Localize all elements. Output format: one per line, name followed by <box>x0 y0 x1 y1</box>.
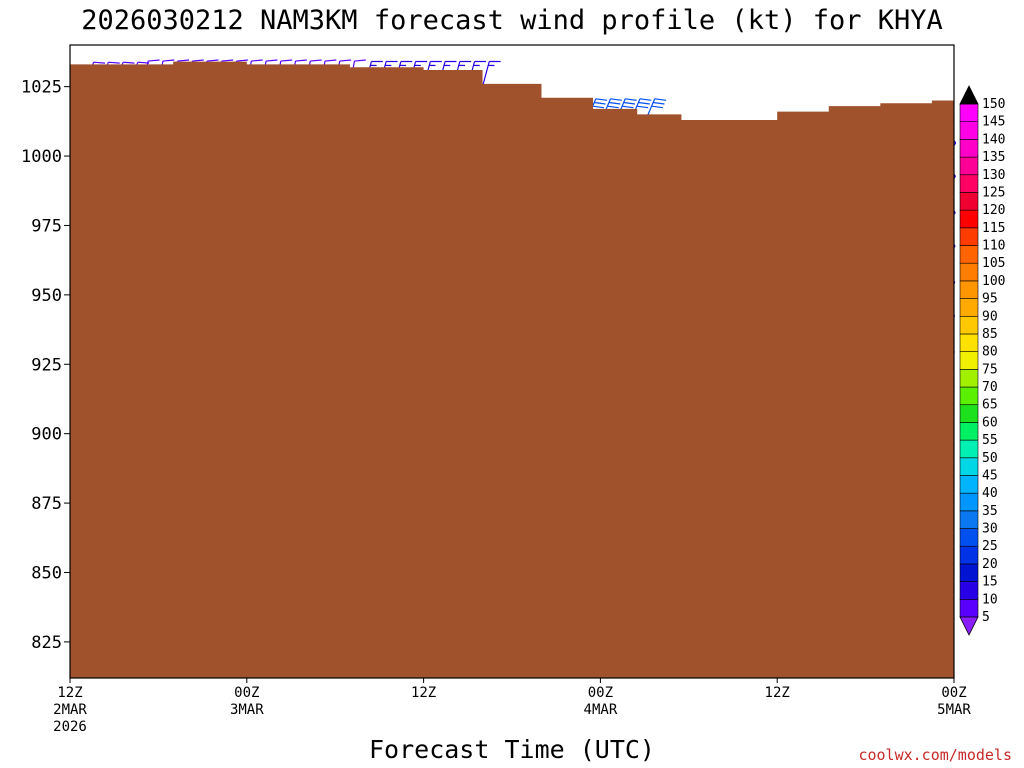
colorbar-max-arrow <box>959 85 979 105</box>
colorbar-swatch <box>959 528 979 547</box>
colorbar-label: 20 <box>982 557 998 572</box>
plot-frame <box>69 44 955 679</box>
colorbar-label: 105 <box>982 256 1005 271</box>
colorbar-swatch <box>959 280 979 299</box>
colorbar: 5 10 15 20 25 30 35 40 45 50 55 60 65 70 75 80 85 90 95 100… <box>959 85 1005 636</box>
colorbar-swatch <box>959 174 979 193</box>
x-axis-label: Forecast Time (UTC) <box>369 735 655 764</box>
colorbar-swatch <box>959 581 979 600</box>
x-tick-label: 5MAR <box>937 702 971 718</box>
colorbar-label: 120 <box>982 203 1005 218</box>
colorbar-swatch <box>959 298 979 317</box>
colorbar-label: 95 <box>982 292 998 307</box>
colorbar-label: 30 <box>982 522 998 537</box>
colorbar-label: 55 <box>982 433 998 448</box>
x-tick-label: 12Z <box>765 685 790 701</box>
y-tick-label: 1025 <box>21 78 62 98</box>
colorbar-label: 35 <box>982 504 998 519</box>
colorbar-label: 15 <box>982 575 998 590</box>
colorbar-label: 110 <box>982 239 1005 254</box>
colorbar-label: 5 <box>982 610 990 625</box>
x-tick-label: 4MAR <box>584 702 618 718</box>
colorbar-label: 25 <box>982 539 998 554</box>
colorbar-label: 80 <box>982 345 998 360</box>
colorbar-label: 50 <box>982 451 998 466</box>
x-tick-label: 00Z <box>941 685 966 701</box>
colorbar-swatch <box>959 510 979 529</box>
x-tick-label: 2026 <box>53 719 87 735</box>
colorbar-label: 100 <box>982 274 1005 289</box>
colorbar-label: 125 <box>982 185 1005 200</box>
y-tick-label: 900 <box>31 425 62 445</box>
colorbar-swatch <box>959 475 979 494</box>
colorbar-label: 130 <box>982 168 1005 183</box>
y-tick-label: 975 <box>31 216 62 236</box>
colorbar-label: 150 <box>982 97 1005 112</box>
colorbar-swatch <box>959 333 979 352</box>
y-tick-label: 1000 <box>21 147 62 167</box>
colorbar-swatch <box>959 156 979 176</box>
colorbar-swatch <box>959 315 979 335</box>
colorbar-label: 90 <box>982 309 998 324</box>
colorbar-swatch <box>959 439 979 459</box>
credit-text: coolwx.com/models <box>858 746 1012 764</box>
colorbar-label: 75 <box>982 362 998 377</box>
colorbar-label: 65 <box>982 398 998 413</box>
x-tick-label: 2MAR <box>53 702 87 718</box>
wind-barb <box>481 60 501 87</box>
colorbar-swatch <box>959 227 979 246</box>
colorbar-swatch <box>959 457 979 476</box>
colorbar-swatch <box>959 386 979 406</box>
colorbar-swatch <box>959 545 979 565</box>
colorbar-swatch <box>959 262 979 282</box>
colorbar-label: 145 <box>982 115 1005 130</box>
terrain-fill <box>70 61 954 678</box>
colorbar-swatch <box>959 121 979 140</box>
colorbar-swatch <box>959 351 979 370</box>
colorbar-swatch <box>959 563 979 582</box>
colorbar-label: 85 <box>982 327 998 342</box>
y-tick-label: 925 <box>31 355 62 375</box>
x-tick-label: 00Z <box>588 685 613 701</box>
x-tick-label: 3MAR <box>230 702 264 718</box>
colorbar-label: 140 <box>982 132 1005 147</box>
colorbar-label: 45 <box>982 468 998 483</box>
colorbar-label: 70 <box>982 380 998 395</box>
colorbar-swatch <box>959 192 979 211</box>
x-tick-label: 00Z <box>234 685 259 701</box>
terrain <box>70 61 954 678</box>
colorbar-swatch <box>959 599 979 618</box>
colorbar-min-arrow <box>959 616 979 636</box>
colorbar-swatch <box>959 404 979 423</box>
y-tick-label: 825 <box>31 633 62 653</box>
y-tick-label: 850 <box>31 564 62 584</box>
chart-title: 2026030212 NAM3KM forecast wind profile … <box>81 5 943 36</box>
colorbar-swatch <box>959 245 979 264</box>
colorbar-label: 40 <box>982 486 998 501</box>
x-tick-label: 12Z <box>411 685 436 701</box>
colorbar-swatch <box>959 492 979 512</box>
colorbar-label: 60 <box>982 415 998 430</box>
colorbar-swatch <box>959 422 979 441</box>
x-tick-label: 12Z <box>57 685 82 701</box>
colorbar-label: 115 <box>982 221 1005 236</box>
colorbar-swatch <box>959 369 979 388</box>
y-axis: 825 850 875 900 925 950 975 1000 1025 <box>21 78 70 653</box>
colorbar-label: 10 <box>982 592 998 607</box>
colorbar-swatch <box>959 209 979 229</box>
y-tick-label: 950 <box>31 286 62 306</box>
y-tick-label: 875 <box>31 494 62 514</box>
colorbar-swatch <box>959 139 979 158</box>
colorbar-swatch <box>959 103 979 122</box>
colorbar-label: 135 <box>982 150 1005 165</box>
